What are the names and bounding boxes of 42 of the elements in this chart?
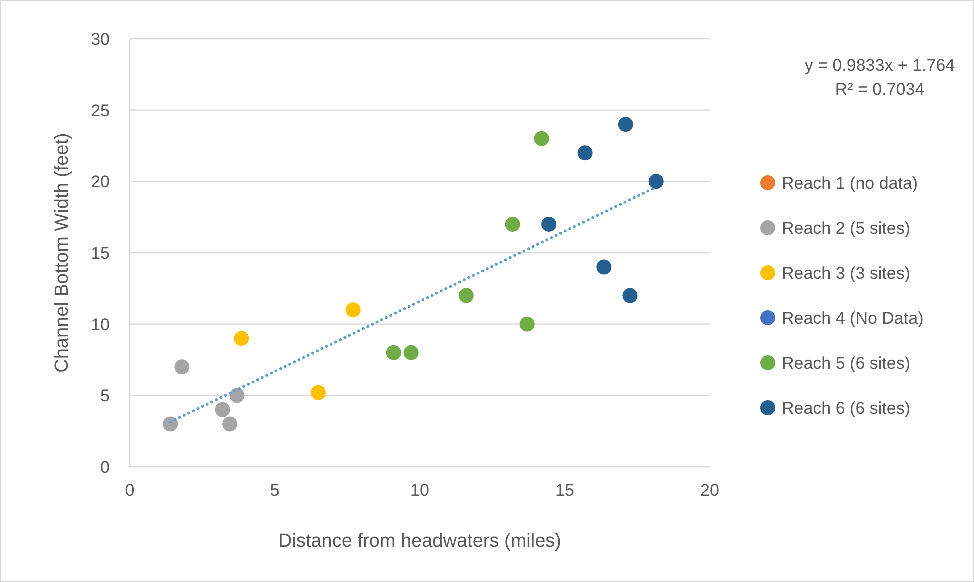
point	[234, 331, 250, 346]
point	[311, 385, 326, 400]
legend-label: Reach 5 (6 sites)	[782, 354, 910, 373]
point	[520, 316, 535, 332]
legend-label: Reach 3 (3 sites)	[782, 264, 910, 283]
x-tick-label: 15	[556, 481, 574, 500]
y-tick-label: 5	[100, 386, 110, 406]
point	[622, 288, 638, 304]
point	[215, 402, 230, 418]
legend-label: Reach 2 (5 sites)	[782, 219, 910, 238]
y-tick-label: 0	[100, 458, 110, 477]
point	[404, 345, 419, 360]
y-tick-label: 10	[91, 315, 110, 334]
point	[386, 345, 402, 360]
legend-label: Reach 4 (No Data)	[782, 309, 924, 328]
y-tick-label: 20	[91, 172, 110, 192]
point	[458, 288, 474, 304]
point	[542, 216, 557, 232]
x-axis-title: Distance from headwaters (miles)	[278, 531, 562, 552]
x-tick-label: 10	[410, 481, 430, 500]
y-tick-label: 15	[91, 244, 110, 263]
point	[174, 360, 190, 375]
x-tick-label: 20	[700, 481, 720, 500]
text: R² = 0.7034	[835, 80, 925, 99]
y-tick-label: 30	[91, 30, 110, 49]
legend-label: Reach 1 (no data)	[782, 174, 918, 193]
text: y = 0.9833x + 1.764	[804, 56, 956, 75]
point	[230, 388, 245, 404]
y-axis-title: Channel Bottom Width (feet)	[52, 133, 73, 373]
x-tick-label: 0	[125, 481, 135, 500]
x-tick-label: 5	[270, 481, 280, 500]
point	[596, 260, 612, 275]
point	[534, 131, 550, 146]
point	[222, 416, 238, 432]
y-tick-label: 25	[91, 101, 110, 120]
point	[578, 146, 593, 161]
point	[346, 302, 361, 318]
point	[505, 216, 520, 232]
point	[163, 416, 178, 432]
point	[648, 174, 664, 190]
point	[618, 117, 634, 132]
legend-label: Reach 6 (6 sites)	[782, 399, 910, 418]
